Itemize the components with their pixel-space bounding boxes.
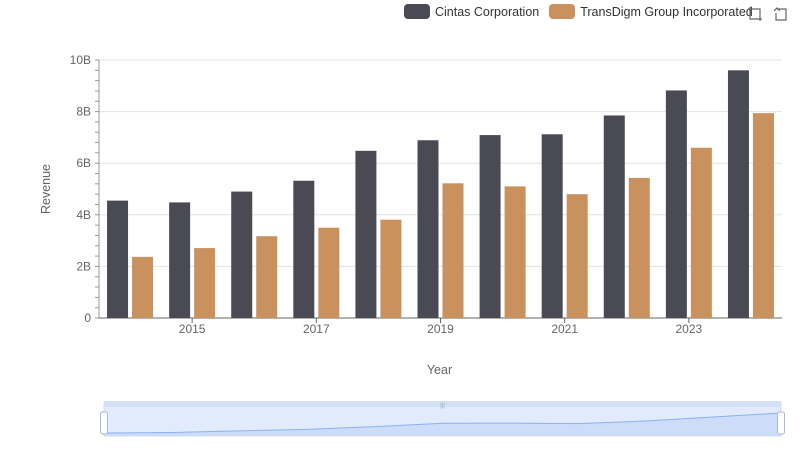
y-tick-label: 6B [76, 156, 91, 170]
bar-cintas-2017[interactable] [293, 180, 315, 318]
data-zoom-grip: ||| [440, 403, 445, 409]
data-zoom-handle-end[interactable] [777, 411, 785, 435]
legend-label-transdigm: TransDigm Group Incorporated [580, 4, 753, 19]
bar-transdigm-2020[interactable] [504, 186, 526, 318]
bar-cintas-2024[interactable] [727, 70, 749, 318]
data-zoom-preview-line [103, 412, 782, 434]
y-tick-label: 0 [84, 311, 91, 325]
bar-cintas-2019[interactable] [417, 140, 439, 318]
x-tick-label: 2019 [427, 322, 454, 336]
legend-label-cintas: Cintas Corporation [435, 4, 540, 19]
bar-transdigm-2024[interactable] [752, 113, 774, 318]
y-tick-label: 8B [76, 105, 91, 119]
bar-transdigm-2022[interactable] [628, 177, 650, 318]
bar-transdigm-2019[interactable] [442, 183, 464, 318]
legend-swatch-cintas [404, 4, 430, 19]
zoom-reset-icon[interactable] [773, 6, 789, 22]
toolbox [747, 6, 799, 22]
bar-transdigm-2016[interactable] [256, 236, 278, 318]
legend-swatch-transdigm [549, 4, 576, 19]
bar-transdigm-2023[interactable] [690, 147, 712, 318]
bar-transdigm-2014[interactable] [132, 256, 154, 318]
bar-transdigm-2018[interactable] [380, 219, 402, 318]
bar-cintas-2015[interactable] [169, 202, 191, 318]
bar-transdigm-2021[interactable] [566, 194, 588, 318]
bar-transdigm-2017[interactable] [318, 227, 340, 318]
x-tick-label: 2021 [551, 322, 578, 336]
x-tick-label: 2017 [303, 322, 330, 336]
data-zoom-handle-start[interactable] [100, 411, 108, 435]
x-axis-title: Year [427, 363, 452, 377]
bar-cintas-2020[interactable] [479, 135, 501, 318]
y-tick-label: 2B [76, 259, 91, 273]
data-zoom-move-bar[interactable] [104, 401, 781, 407]
bar-cintas-2018[interactable] [355, 150, 377, 318]
data-zoom-selection[interactable] [104, 402, 781, 436]
y-axis-title: Revenue [39, 164, 53, 214]
legend: Cintas Corporation TransDigm Group Incor… [404, 4, 763, 19]
x-tick-label: 2023 [676, 322, 703, 336]
bar-cintas-2014[interactable] [107, 200, 129, 318]
legend-item-transdigm[interactable]: TransDigm Group Incorporated [549, 4, 753, 19]
bar-cintas-2021[interactable] [541, 134, 563, 318]
bar-cintas-2022[interactable] [603, 115, 625, 318]
bar-cintas-2016[interactable] [231, 191, 253, 318]
bar-transdigm-2015[interactable] [194, 248, 216, 318]
bar-cintas-2023[interactable] [665, 90, 687, 318]
zoom-icon[interactable] [747, 6, 763, 22]
legend-item-cintas[interactable]: Cintas Corporation [404, 4, 539, 19]
y-tick-label: 10B [70, 53, 91, 67]
y-tick-label: 4B [76, 208, 91, 222]
x-tick-label: 2015 [179, 322, 206, 336]
